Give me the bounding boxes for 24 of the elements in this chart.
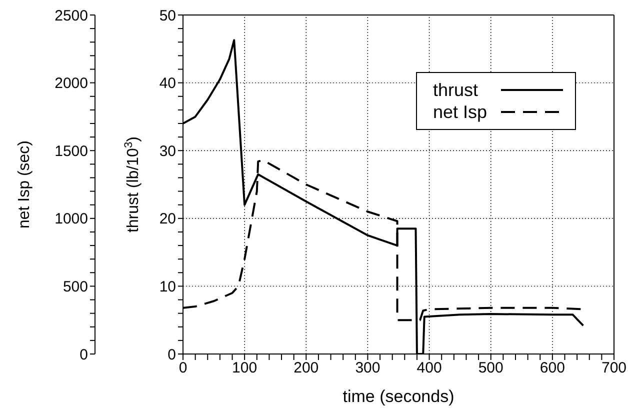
x-tick-label: 100 (232, 360, 258, 377)
legend-label: net Isp (432, 101, 487, 123)
y-tick-label: 10 (159, 278, 176, 296)
y2-tick-label: 500 (62, 278, 88, 296)
x-tick-label: 500 (478, 360, 504, 377)
x-axis-title: time (seconds) (342, 387, 454, 406)
x-tick-label: 0 (178, 360, 188, 377)
y2-tick-label: 2000 (54, 75, 88, 92)
legend-label: thrust (432, 79, 478, 101)
y-tick-label: 0 (168, 346, 176, 364)
y2-axis-title: net Isp (sec) (16, 140, 33, 229)
x-tick-label: 700 (601, 360, 627, 377)
x-tick-label: 300 (355, 360, 380, 377)
x-tick-label: 200 (294, 360, 319, 377)
y-tick-label: 40 (159, 75, 176, 92)
y2-tick-label: 1500 (54, 142, 88, 160)
y2-tick-label: 0 (80, 346, 88, 364)
y2-tick-label: 1000 (54, 210, 88, 228)
y-tick-label: 30 (159, 142, 176, 160)
y2-tick-label: 2500 (54, 7, 88, 24)
y-tick-label: 50 (159, 7, 176, 24)
x-tick-label: 600 (540, 360, 565, 377)
y-tick-label: 20 (159, 210, 176, 228)
x-tick-label: 400 (416, 360, 442, 377)
